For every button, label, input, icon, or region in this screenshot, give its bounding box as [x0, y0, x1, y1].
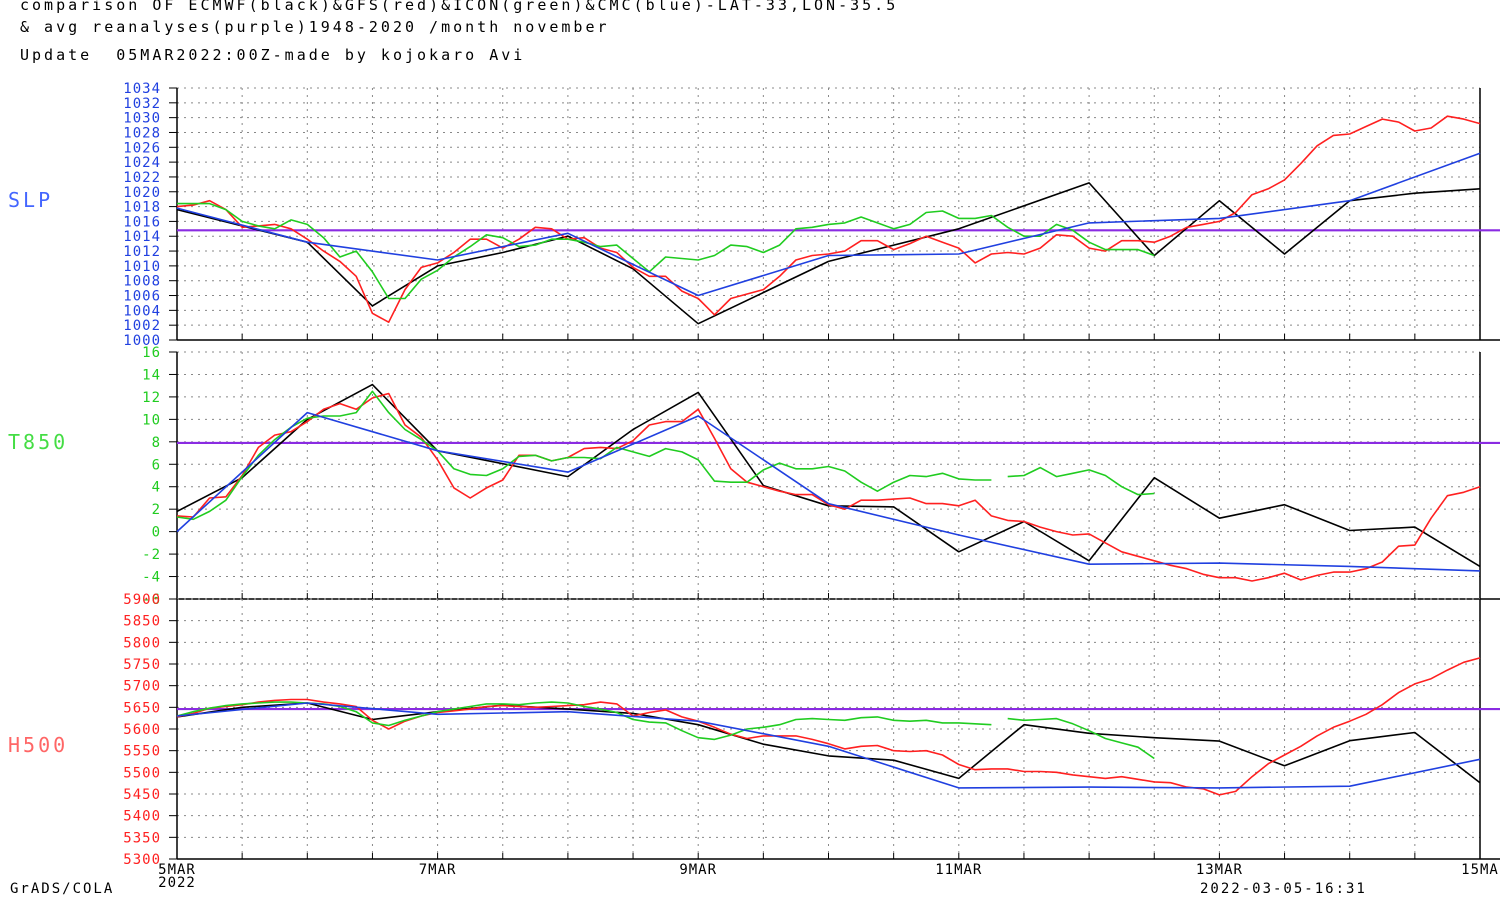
t850-cmc-line — [176, 411, 1481, 572]
t850-ytick-label: -4 — [142, 570, 161, 586]
footer-grads-label: GrADS/COLA — [10, 881, 115, 897]
h500-icon-line — [1007, 717, 1155, 760]
t850-gfs-line — [176, 392, 1481, 582]
slp-ytick-label: 1006 — [123, 289, 161, 305]
slp-ytick-label: 1002 — [123, 318, 161, 334]
slp-ytick-label: 1028 — [123, 125, 161, 141]
t850-ytick-label: 2 — [152, 502, 161, 518]
t850-icon-line — [176, 390, 992, 521]
t850-ytick-label: 4 — [152, 480, 161, 496]
h500-ecmwf-line — [176, 702, 1481, 784]
slp-ytick-label: 1008 — [123, 274, 161, 290]
slp-gfs-line — [176, 115, 1481, 324]
slp-ytick-label: 1014 — [123, 229, 161, 245]
slp-ecmwf-line — [176, 182, 1481, 325]
footer-timestamp: 2022-03-05-16:31 — [1200, 881, 1367, 897]
h500-ytick-label: 5800 — [123, 635, 161, 651]
h500-ytick-label: 5900 — [123, 592, 161, 608]
slp-ytick-label: 1032 — [123, 96, 161, 112]
h500-ytick-label: 5450 — [123, 787, 161, 803]
slp-ytick-label: 1030 — [123, 111, 161, 127]
t850-ytick-label: 16 — [142, 345, 161, 361]
slp-ytick-label: 1010 — [123, 259, 161, 275]
t850-ytick-label: 0 — [152, 525, 161, 541]
t850-ytick-label: 6 — [152, 457, 161, 473]
t850-ytick-label: 8 — [152, 435, 161, 451]
h500-ytick-label: 5350 — [123, 830, 161, 846]
chart-subtitle: & avg reanalyses(purple)1948-2020 /month… — [20, 18, 610, 36]
h500-ytick-label: 5750 — [123, 657, 161, 673]
x-axis-date-label: 5MAR — [158, 862, 196, 878]
chart-title: comparison OF ECMWF(black)&GFS(red)&ICON… — [20, 0, 899, 14]
h500-panel-label: H500 — [8, 733, 68, 757]
slp-ytick-label: 1026 — [123, 140, 161, 156]
h500-ytick-label: 5400 — [123, 809, 161, 825]
h500-ytick-label: 5550 — [123, 744, 161, 760]
t850-ecmwf-line — [176, 383, 1481, 568]
slp-ytick-label: 1034 — [123, 81, 161, 97]
update-line: Update 05MAR2022:00Z-made by kojokaro Av… — [20, 46, 526, 64]
slp-ytick-label: 1024 — [123, 155, 161, 171]
slp-ytick-label: 1016 — [123, 214, 161, 230]
h500-gfs-line — [176, 657, 1481, 796]
slp-ytick-label: 1012 — [123, 244, 161, 260]
slp-cmc-line — [176, 152, 1481, 297]
x-axis-date-label: 7MAR — [419, 862, 457, 878]
h500-ytick-label: 5850 — [123, 614, 161, 630]
slp-ytick-label: 1018 — [123, 200, 161, 216]
t850-ytick-label: -2 — [142, 547, 161, 563]
slp-ytick-label: 1004 — [123, 303, 161, 319]
h500-ytick-label: 5500 — [123, 765, 161, 781]
h500-cmc-line — [176, 702, 1481, 789]
t850-ytick-label: 12 — [142, 390, 161, 406]
h500-ytick-label: 5650 — [123, 700, 161, 716]
t850-ytick-label: 14 — [142, 367, 161, 383]
t850-ytick-label: 10 — [142, 412, 161, 428]
h500-ytick-label: 5300 — [123, 852, 161, 868]
h500-ytick-label: 5700 — [123, 679, 161, 695]
slp-ytick-label: 1022 — [123, 170, 161, 186]
h500-ytick-label: 5600 — [123, 722, 161, 738]
x-axis-date-label: 11MAR — [935, 862, 982, 878]
x-axis-date-label: 9MAR — [679, 862, 717, 878]
t850-panel-label: T850 — [8, 430, 68, 454]
t850-ytick-label: -6 — [142, 592, 161, 608]
slp-ytick-label: 1020 — [123, 185, 161, 201]
x-axis-year-label: 2022 — [158, 875, 196, 891]
x-axis-date-label: 13MAR — [1196, 862, 1243, 878]
slp-icon-line — [177, 202, 1155, 300]
slp-ytick-label: 1000 — [123, 333, 161, 349]
slp-panel-label: SLP — [8, 188, 53, 212]
t850-icon-line — [1007, 466, 1155, 496]
x-axis-date-label: 15MA — [1461, 862, 1499, 878]
